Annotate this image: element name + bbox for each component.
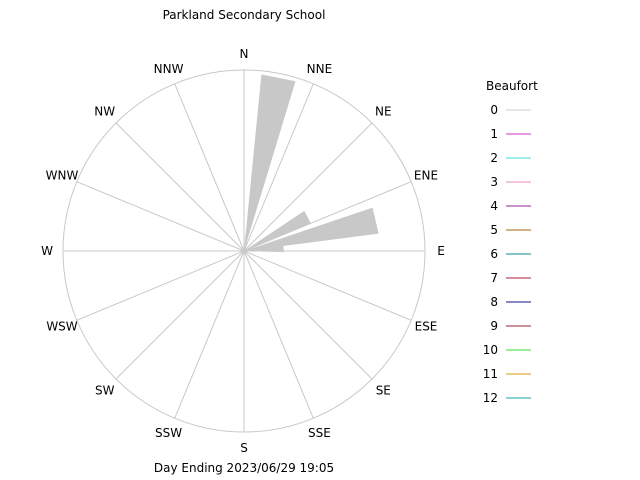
legend-label-3: 3	[490, 175, 498, 189]
spoke-ne	[243, 122, 373, 252]
spoke-nw	[115, 122, 245, 252]
direction-label-wsw: WSW	[46, 319, 77, 333]
direction-label-n: N	[240, 47, 249, 61]
spoke-se	[243, 250, 373, 380]
spoke-ene	[243, 181, 412, 252]
direction-label-ese: ESE	[415, 319, 438, 333]
chart-title: Parkland Secondary School	[163, 8, 326, 22]
direction-label-nnw: NNW	[154, 62, 184, 76]
legend-label-12: 12	[483, 391, 498, 405]
direction-label-ene: ENE	[414, 169, 438, 183]
direction-label-w: W	[41, 244, 53, 258]
spoke-sse	[243, 250, 314, 419]
legend-label-1: 1	[490, 127, 498, 141]
direction-label-sw: SW	[95, 383, 115, 397]
legend-label-10: 10	[483, 343, 498, 357]
direction-label-s: S	[240, 441, 248, 455]
spoke-ese	[243, 250, 412, 321]
legend-label-6: 6	[490, 247, 498, 261]
wind-petal-1	[244, 210, 311, 251]
spoke-nne	[243, 83, 314, 252]
legend-label-5: 5	[490, 223, 498, 237]
footer-date: Day Ending 2023/06/29 19:05	[154, 461, 334, 475]
spoke-nnw	[174, 83, 245, 252]
petal-group	[244, 74, 379, 253]
direction-label-sse: SSE	[308, 426, 331, 440]
direction-label-e: E	[437, 244, 445, 258]
legend-label-0: 0	[490, 103, 498, 117]
direction-labels: N NNE NE ENE E ESE SE SSE S SSW SW WSW W WNW NW NNW	[41, 47, 445, 455]
legend-label-2: 2	[490, 151, 498, 165]
legend-label-11: 11	[483, 367, 498, 381]
direction-label-ne: NE	[375, 105, 392, 119]
spoke-wsw	[76, 250, 245, 321]
legend-label-9: 9	[490, 319, 498, 333]
legend-label-8: 8	[490, 295, 498, 309]
direction-label-ssw: SSW	[155, 426, 182, 440]
direction-label-wnw: WNW	[46, 169, 79, 183]
wind-petal-2	[244, 207, 379, 251]
wind-petal-0	[244, 74, 296, 251]
legend-label-4: 4	[490, 199, 498, 213]
legend-title: Beaufort	[486, 79, 538, 93]
direction-label-nw: NW	[94, 105, 115, 119]
spoke-wnw	[76, 181, 245, 252]
spoke-group	[63, 70, 425, 432]
spoke-sw	[115, 250, 245, 380]
direction-label-se: SE	[376, 383, 391, 397]
spoke-ssw	[174, 250, 245, 419]
wind-petal-3	[244, 244, 284, 253]
legend-label-7: 7	[490, 271, 498, 285]
direction-label-nne: NNE	[307, 62, 333, 76]
